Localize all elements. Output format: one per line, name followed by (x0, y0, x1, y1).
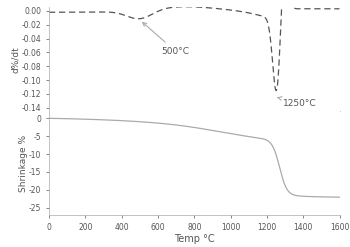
Text: 1250°C: 1250°C (278, 97, 317, 108)
Y-axis label: Shrinkage %: Shrinkage % (19, 134, 28, 192)
X-axis label: Temp °C: Temp °C (174, 234, 215, 244)
Text: 500°C: 500°C (143, 22, 190, 56)
Y-axis label: d%/dt: d%/dt (11, 46, 20, 73)
